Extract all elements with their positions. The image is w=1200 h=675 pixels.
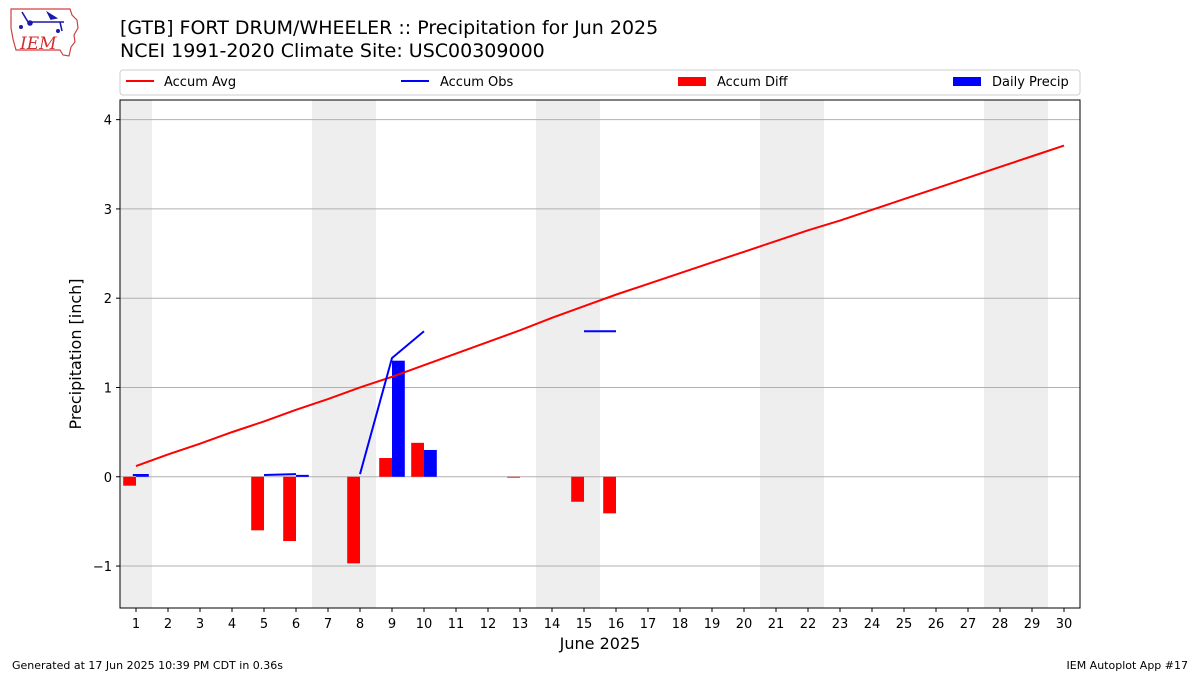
legend: Accum Avg Accum Obs Accum Diff Daily Pre… <box>119 69 1081 96</box>
iem-logo: IEM <box>10 8 79 57</box>
app-id: IEM Autoplot App #17 <box>1066 659 1189 672</box>
accum-diff-bar-day-13 <box>507 476 520 478</box>
generated-timestamp: Generated at 17 Jun 2025 10:39 PM CDT in… <box>12 659 284 672</box>
weekend-band-1 <box>312 100 376 608</box>
lines <box>132 144 1065 477</box>
x-tick-label: 28 <box>992 617 1009 632</box>
accum-diff-bar-day-1 <box>123 476 136 486</box>
x-tick-label: 4 <box>228 617 236 632</box>
accum-diff-bar-day-16 <box>603 476 616 514</box>
weekend-shading <box>120 100 1048 608</box>
x-tick-label: 9 <box>388 617 396 632</box>
x-tick-label: 29 <box>1024 617 1041 632</box>
legend-label-accum-avg: Accum Avg <box>164 75 236 90</box>
weekend-band-3 <box>760 100 824 608</box>
x-tick-label: 19 <box>704 617 721 632</box>
x-axis-label: June 2025 <box>559 634 641 653</box>
y-tick-label: 4 <box>104 114 112 129</box>
x-tick-label: 6 <box>292 617 300 632</box>
accum-diff-bar-day-6 <box>283 476 296 542</box>
x-tick-label: 2 <box>164 617 172 632</box>
chart-subtitle: NCEI 1991-2020 Climate Site: USC00309000 <box>120 40 545 62</box>
legend-box <box>119 69 1081 96</box>
plot-frame <box>119 99 1081 609</box>
legend-swatch-daily-precip <box>953 77 981 86</box>
weekend-band-2 <box>536 100 600 608</box>
accum-obs-line-segment-3 <box>359 330 425 475</box>
accum-diff-bar-day-5 <box>251 476 264 531</box>
x-tick-label: 21 <box>768 617 785 632</box>
legend-label-accum-obs: Accum Obs <box>440 75 513 90</box>
x-tick-label: 10 <box>416 617 433 632</box>
accum-diff-bar-day-8 <box>347 476 360 564</box>
daily-precip-bar-day-9 <box>392 360 405 477</box>
x-tick-label: 7 <box>324 617 332 632</box>
x-tick-label: 12 <box>480 617 497 632</box>
accum-avg-line <box>135 144 1065 467</box>
legend-label-accum-diff: Accum Diff <box>717 75 789 90</box>
accum-diff-bar-day-9 <box>379 458 392 477</box>
accum-diff-bar-day-10 <box>411 442 424 477</box>
x-tick-label: 3 <box>196 617 204 632</box>
chart-title: [GTB] FORT DRUM/WHEELER :: Precipitation… <box>120 17 659 39</box>
y-axis-label: Precipitation [inch] <box>66 278 85 429</box>
weekend-band-4 <box>984 100 1048 608</box>
y-gridlines <box>120 119 1080 567</box>
x-tick-label: 24 <box>864 617 881 632</box>
legend-label-daily-precip: Daily Precip <box>992 75 1069 90</box>
bars <box>123 360 616 564</box>
y-tick-label: 1 <box>104 381 112 396</box>
x-tick-label: 22 <box>800 617 817 632</box>
x-tick-label: 5 <box>260 617 268 632</box>
x-tick-label: 13 <box>512 617 529 632</box>
x-tick-label: 23 <box>832 617 849 632</box>
x-tick-label: 20 <box>736 617 753 632</box>
x-tick-label: 8 <box>356 617 364 632</box>
weekend-band-0 <box>120 100 152 608</box>
accum-obs-line-segment-1 <box>263 473 297 476</box>
y-tick-label: 3 <box>104 203 112 218</box>
daily-precip-bar-day-10 <box>424 449 437 477</box>
x-tick-label: 17 <box>640 617 657 632</box>
x-tick-label: 25 <box>896 617 913 632</box>
weather-station-icon <box>19 10 64 33</box>
x-tick-label: 16 <box>608 617 625 632</box>
y-tick-label: 0 <box>104 471 112 486</box>
x-tick-label: 15 <box>576 617 593 632</box>
x-tick-label: 1 <box>132 617 140 632</box>
y-tick-label: 2 <box>104 292 112 307</box>
y-tick-label: −1 <box>93 560 112 575</box>
x-tick-label: 27 <box>960 617 977 632</box>
accum-diff-bar-day-15 <box>571 476 584 502</box>
x-tick-label: 30 <box>1056 617 1073 632</box>
x-tick-label: 11 <box>448 617 465 632</box>
daily-precip-bar-day-1 <box>136 475 149 477</box>
x-tick-label: 18 <box>672 617 689 632</box>
legend-swatch-accum-diff <box>678 77 706 86</box>
logo-text: IEM <box>19 34 57 54</box>
x-tick-label: 26 <box>928 617 945 632</box>
x-tick-label: 14 <box>544 617 561 632</box>
